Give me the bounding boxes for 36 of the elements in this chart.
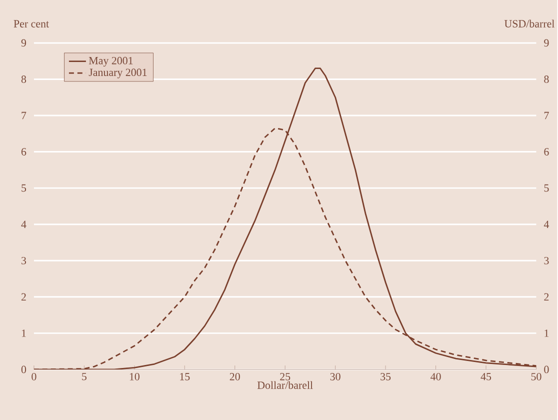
x-tick-label: 5 [82, 372, 86, 380]
x-tick-label: 45 [480, 372, 492, 380]
y-tick-label: 6 [21, 148, 26, 156]
x-tick-label: 20 [230, 372, 240, 380]
y2-tick-label: 7 [544, 112, 549, 119]
y2-tick-label: 8 [544, 75, 549, 83]
y2-tick-label: 5 [544, 184, 549, 192]
x-tick-label: 30 [330, 372, 340, 380]
x-axis-title: Dollar/barell [257, 381, 313, 389]
legend-label: May 2001 [88, 56, 133, 66]
x-tick-label: 0 [32, 372, 36, 380]
y2-tick-label: 2 [544, 293, 549, 300]
y2-tick-label: 0 [544, 366, 549, 373]
y2-tick-label: 6 [544, 148, 549, 156]
y-tick-label: 8 [21, 75, 26, 83]
y2-axis-title: USD/barrel [504, 20, 554, 28]
x-tick-label: 50 [531, 372, 542, 380]
y2-tick-label: 4 [544, 220, 550, 228]
x-tick-label: 35 [380, 372, 391, 380]
x-tick-label: 25 [280, 372, 290, 380]
y2-tick-label: 9 [544, 39, 549, 46]
y-tick-label: 1 [22, 329, 26, 337]
y2-tick-label: 3 [544, 256, 549, 264]
x-tick-label: 15 [180, 372, 190, 380]
y-tick-label: 3 [22, 256, 26, 264]
y-tick-label: 2 [21, 293, 26, 300]
x-tick-label: 10 [130, 372, 140, 380]
y-tick-label: 9 [21, 39, 26, 46]
legend-label: January 2001 [88, 68, 147, 78]
y-tick-label: 0 [21, 366, 26, 373]
y2-tick-label: 1 [544, 329, 549, 337]
x-tick-label: 40 [430, 372, 441, 380]
y-axis-title: Per cent [14, 20, 49, 28]
y-tick-label: 7 [22, 112, 26, 119]
y-tick-label: 4 [21, 220, 26, 228]
y-tick-label: 5 [22, 184, 26, 192]
